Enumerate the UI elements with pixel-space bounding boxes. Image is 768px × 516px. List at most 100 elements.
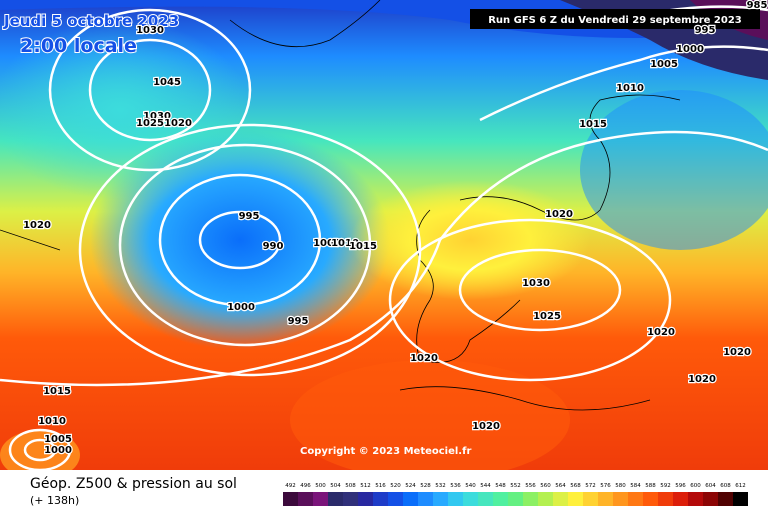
scale-swatch <box>493 492 508 506</box>
scale-label: 608 <box>720 483 731 489</box>
scale-label: 500 <box>315 483 326 489</box>
isobar-label: 1000 <box>227 302 255 313</box>
scale-label: 492 <box>285 483 296 489</box>
scale-swatch <box>568 492 583 506</box>
scale-swatch <box>733 492 748 506</box>
scale-label: 600 <box>690 483 701 489</box>
scale-label: 540 <box>465 483 476 489</box>
scale-label: 516 <box>375 483 386 489</box>
scale-swatch <box>553 492 568 506</box>
scale-swatch <box>373 492 388 506</box>
scale-swatch <box>433 492 448 506</box>
isobar-label: 995 <box>288 316 309 327</box>
scale-label: 564 <box>555 483 566 489</box>
map-background <box>0 0 768 480</box>
scale-label: 548 <box>495 483 506 489</box>
isobar-label: 1020 <box>164 118 192 129</box>
scale-swatch <box>463 492 478 506</box>
scale-label: 536 <box>450 483 461 489</box>
scale-swatch <box>523 492 538 506</box>
isobar-label: 1020 <box>545 209 573 220</box>
isobar-label: 995 <box>239 211 260 222</box>
scale-label: 588 <box>645 483 656 489</box>
scale-swatch <box>658 492 673 506</box>
scale-label: 560 <box>540 483 551 489</box>
footer-lead: (+ 138h) <box>30 494 79 507</box>
scale-swatch <box>703 492 718 506</box>
scale-label: 592 <box>660 483 671 489</box>
isobar-label: 1020 <box>647 327 675 338</box>
scale-label: 504 <box>330 483 341 489</box>
forecast-time: 2:00 locale <box>20 35 137 57</box>
isobar-label: 995 <box>695 25 716 36</box>
isobar-label: 1000 <box>44 445 72 456</box>
scale-swatch <box>388 492 403 506</box>
isobar-label: 1030 <box>136 25 164 36</box>
scale-label: 520 <box>390 483 401 489</box>
scale-swatch <box>313 492 328 506</box>
footer-title: Géop. Z500 & pression au sol <box>30 476 237 492</box>
isobar-label: 1030 <box>143 111 171 122</box>
scale-label: 508 <box>345 483 356 489</box>
scale-label: 604 <box>705 483 716 489</box>
scale-label: 568 <box>570 483 581 489</box>
isobar-label: 1005 <box>44 434 72 445</box>
isobar-label: 1000 <box>676 44 704 55</box>
scale-swatch <box>448 492 463 506</box>
isobar-label: 1010 <box>616 83 644 94</box>
isobar-label: 1015 <box>43 386 71 397</box>
isobar-label: 1030 <box>522 278 550 289</box>
isobar-label: 1000 <box>313 238 341 249</box>
scale-swatch <box>358 492 373 506</box>
isobar-label: 1005 <box>650 59 678 70</box>
scale-swatch <box>508 492 523 506</box>
scale-label: 544 <box>480 483 491 489</box>
scale-swatch <box>688 492 703 506</box>
scale-swatch <box>283 492 298 506</box>
run-info: Run GFS 6 Z du Vendredi 29 septembre 202… <box>488 15 742 26</box>
isobar-label: 1020 <box>723 347 751 358</box>
scale-swatch <box>403 492 418 506</box>
scale-label: 512 <box>360 483 371 489</box>
scale-label: 532 <box>435 483 446 489</box>
scale-label: 496 <box>300 483 311 489</box>
run-banner <box>470 9 760 29</box>
forecast-date: Jeudi 5 octobre 2023 <box>3 12 179 30</box>
isobar-label: 1010 <box>38 416 66 427</box>
scale-label: 524 <box>405 483 416 489</box>
scale-swatch <box>598 492 613 506</box>
scale-label: 556 <box>525 483 536 489</box>
scale-swatch <box>628 492 643 506</box>
scale-label: 572 <box>585 483 596 489</box>
copyright: Copyright © 2023 Meteociel.fr <box>300 446 471 457</box>
scale-swatch <box>538 492 553 506</box>
isobar-label: 985 <box>747 0 768 11</box>
scale-swatch <box>478 492 493 506</box>
isobar-label: 990 <box>263 241 284 252</box>
isobar-label: 1020 <box>688 374 716 385</box>
scale-swatch <box>343 492 358 506</box>
isobar-label: 1025 <box>533 311 561 322</box>
scale-swatch <box>643 492 658 506</box>
scale-swatch <box>718 492 733 506</box>
scale-swatch <box>673 492 688 506</box>
scale-swatch <box>418 492 433 506</box>
isobar-label: 1020 <box>23 220 51 231</box>
isobars <box>0 5 768 472</box>
isobar-label: 1020 <box>410 353 438 364</box>
isobar-label: 1015 <box>579 119 607 130</box>
scale-label: 580 <box>615 483 626 489</box>
isobar-label: 1025 <box>136 118 164 129</box>
scale-label: 596 <box>675 483 686 489</box>
isobar-label: 1045 <box>153 77 181 88</box>
scale-swatch <box>613 492 628 506</box>
scale-swatch <box>298 492 313 506</box>
isobar-label: 1020 <box>472 421 500 432</box>
isobar-label: 1015 <box>349 241 377 252</box>
scale-swatch <box>328 492 343 506</box>
scale-label: 528 <box>420 483 431 489</box>
scale-label: 552 <box>510 483 521 489</box>
scale-label: 584 <box>630 483 641 489</box>
scale-label: 612 <box>735 483 746 489</box>
